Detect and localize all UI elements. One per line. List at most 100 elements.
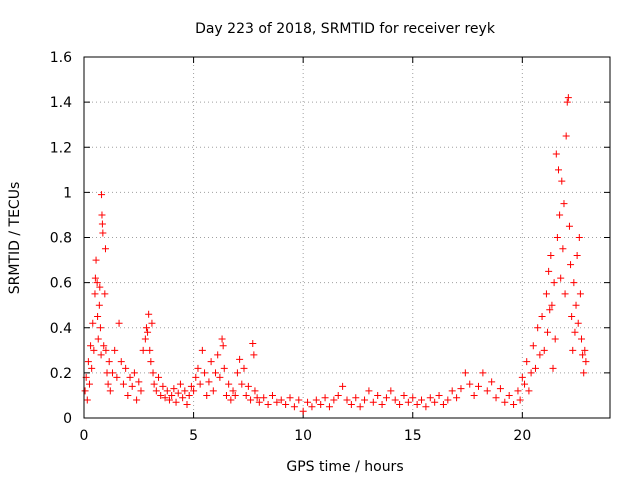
- data-point: [152, 387, 160, 395]
- data-point: [378, 400, 386, 408]
- data-point: [98, 191, 106, 199]
- data-point: [369, 398, 377, 406]
- axis-ticks: [83, 56, 610, 419]
- data-point: [122, 364, 130, 372]
- data-point: [365, 387, 373, 395]
- data-point: [581, 346, 589, 354]
- y-tick-label: 1: [63, 185, 72, 201]
- data-point: [106, 387, 114, 395]
- data-point: [231, 391, 239, 399]
- data-point: [244, 382, 252, 390]
- data-point: [569, 346, 577, 354]
- data-point: [190, 387, 198, 395]
- data-point: [540, 346, 548, 354]
- data-point: [95, 301, 103, 309]
- data-point: [558, 177, 566, 185]
- data-point: [523, 358, 531, 366]
- data-point: [295, 396, 303, 404]
- data-point: [146, 346, 154, 354]
- data-point: [382, 394, 390, 402]
- data-point: [516, 396, 524, 404]
- data-point: [113, 373, 121, 381]
- data-point: [572, 301, 580, 309]
- data-point: [102, 346, 110, 354]
- data-point: [448, 387, 456, 395]
- data-point: [492, 394, 500, 402]
- plot-frame: [83, 56, 611, 419]
- data-point: [183, 400, 191, 408]
- data-point: [439, 400, 447, 408]
- y-tick-label: 0.2: [50, 366, 72, 382]
- data-point: [141, 335, 149, 343]
- data-point: [409, 394, 417, 402]
- data-point: [286, 394, 294, 402]
- data-point: [181, 387, 189, 395]
- data-point: [176, 380, 184, 388]
- data-point: [96, 324, 104, 332]
- data-point: [544, 328, 552, 336]
- data-point: [85, 380, 93, 388]
- data-point: [304, 398, 312, 406]
- data-point: [457, 385, 465, 393]
- data-point: [444, 396, 452, 404]
- x-tick-labels: 0 5 10 15 20: [80, 428, 532, 444]
- data-point: [567, 261, 575, 269]
- x-axis-label: GPS time / hours: [286, 459, 403, 475]
- data-point: [550, 279, 558, 287]
- data-point: [147, 358, 155, 366]
- data-point: [531, 364, 539, 372]
- data-point: [238, 380, 246, 388]
- data-point: [413, 400, 421, 408]
- data-point: [101, 245, 109, 253]
- data-point: [578, 335, 586, 343]
- data-point: [236, 355, 244, 363]
- x-tick-label: 10: [294, 428, 312, 444]
- data-point: [97, 351, 105, 359]
- data-point: [179, 394, 187, 402]
- data-point: [277, 396, 285, 404]
- data-point: [255, 398, 263, 406]
- data-point: [101, 290, 109, 298]
- data-point: [144, 328, 152, 336]
- x-tick-label: 20: [513, 428, 531, 444]
- data-point: [168, 391, 176, 399]
- data-point: [150, 380, 158, 388]
- x-tick-label: 15: [404, 428, 422, 444]
- data-point: [582, 358, 590, 366]
- data-point: [87, 342, 95, 350]
- data-point: [570, 279, 578, 287]
- data-point: [240, 364, 248, 372]
- data-point: [124, 391, 132, 399]
- data-point: [163, 387, 171, 395]
- data-point: [104, 380, 112, 388]
- data-point: [99, 229, 107, 237]
- data-point: [545, 267, 553, 275]
- data-point: [470, 391, 478, 399]
- data-point: [347, 400, 355, 408]
- y-tick-label: 0.6: [50, 276, 72, 292]
- data-point: [130, 369, 138, 377]
- data-point: [194, 364, 202, 372]
- data-point: [111, 346, 119, 354]
- data-point: [505, 391, 513, 399]
- data-point: [475, 382, 482, 390]
- data-point: [89, 319, 97, 327]
- data-point: [172, 398, 180, 406]
- chart-title: Day 223 of 2018, SRMTID for receiver rey…: [195, 21, 496, 37]
- data-point: [573, 252, 581, 260]
- data-point: [91, 274, 99, 282]
- data-points: [81, 94, 590, 415]
- data-point: [225, 380, 233, 388]
- data-point: [426, 394, 434, 402]
- data-point: [94, 312, 102, 320]
- data-point: [205, 378, 213, 386]
- data-point: [233, 369, 241, 377]
- data-point: [561, 290, 569, 298]
- data-point: [312, 396, 320, 404]
- data-point: [521, 380, 529, 388]
- y-axis-label: SRMTID / TECUs: [7, 182, 23, 295]
- data-point: [83, 396, 91, 404]
- data-point: [209, 387, 217, 395]
- data-point: [325, 403, 333, 411]
- data-point: [563, 98, 571, 106]
